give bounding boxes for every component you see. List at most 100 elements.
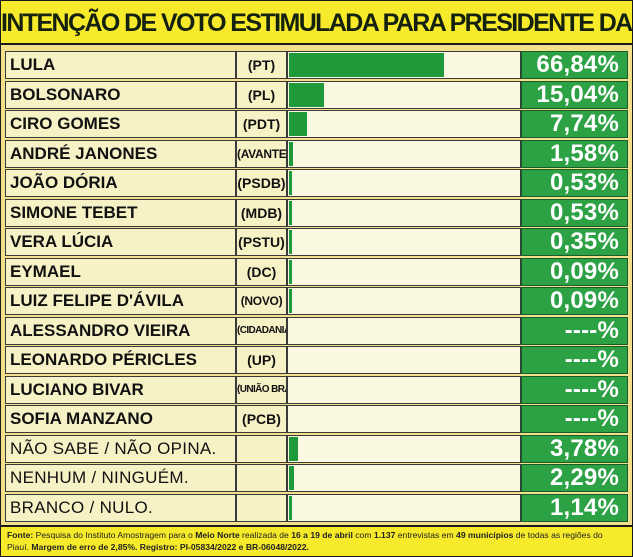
table-row: LEONARDO PÉRICLES (UP) ----%: [5, 346, 628, 374]
candidate-name: NÃO SABE / NÃO OPINA.: [5, 434, 236, 463]
bar-track: [287, 287, 521, 315]
candidate-name: LEONARDO PÉRICLES: [5, 346, 236, 374]
table-row: SIMONE TEBET (MDB) 0,53%: [5, 198, 628, 227]
candidate-name: LULA: [5, 51, 236, 79]
bar-track: [287, 405, 521, 433]
party-label: (DC): [236, 257, 287, 286]
footer-highlight-2: 16 a 19 de abril: [291, 530, 353, 540]
bar-track: [287, 198, 521, 227]
bar: [289, 230, 292, 254]
party-label: (PL): [236, 80, 287, 109]
candidate-name: LUIZ FELIPE D'ÁVILA: [5, 287, 236, 315]
table-row: BRANCO / NULO. 1,14%: [5, 493, 628, 522]
footer-highlight-3: 1.137: [373, 530, 396, 540]
percent-label: ----%: [521, 316, 628, 345]
percent-label: ----%: [521, 375, 628, 404]
party-label: (PT): [236, 51, 287, 79]
bar-track: [287, 434, 521, 463]
table-row: NENHUM / NINGUÉM. 2,29%: [5, 464, 628, 492]
table-row: LULA (PT) 66,84%: [5, 51, 628, 79]
candidate-name: SIMONE TEBET: [5, 198, 236, 227]
table-row: BOLSONARO (PL) 15,04%: [5, 80, 628, 109]
bar-track: [287, 346, 521, 374]
bar-track: [287, 257, 521, 286]
candidate-name: BOLSONARO: [5, 80, 236, 109]
percent-label: 0,53%: [521, 169, 628, 197]
footer-text-1: Pesquisa do Instituto Amostragem para o: [33, 530, 196, 540]
footer-label: Fonte:: [7, 530, 34, 540]
footer-text-4: entrevistas em: [395, 530, 457, 540]
percent-label: 0,09%: [521, 287, 628, 315]
percent-label: 1,58%: [521, 139, 628, 168]
party-label: (NOVO): [236, 287, 287, 315]
bar-track: [287, 316, 521, 345]
party-label: (PSTU): [236, 228, 287, 256]
table-row: SOFIA MANZANO (PCB) ----%: [5, 405, 628, 433]
bar-track: [287, 464, 521, 492]
percent-label: 0,35%: [521, 228, 628, 256]
footer-text-2: realizada de: [239, 530, 292, 540]
party-label: (AVANTE): [236, 139, 287, 168]
bar: [289, 53, 445, 77]
bar-track: [287, 169, 521, 197]
party-label: (PSDB): [236, 169, 287, 197]
party-label: (PCB): [236, 405, 287, 433]
percent-label: 7,74%: [521, 110, 628, 138]
percent-label: ----%: [521, 346, 628, 374]
bar: [289, 259, 292, 284]
footer-text-5: de todas as regiões do Piauí.: [7, 530, 603, 552]
percent-label: 1,14%: [521, 493, 628, 522]
percent-label: ----%: [521, 405, 628, 433]
percent-label: 0,53%: [521, 198, 628, 227]
table-row: NÃO SABE / NÃO OPINA. 3,78%: [5, 434, 628, 463]
footer-highlight-4: 49 municípios: [456, 530, 514, 540]
source-footer: Fonte: Pesquisa do Instituto Amostragem …: [1, 525, 632, 556]
party-label: (MDB): [236, 198, 287, 227]
bar-track: [287, 139, 521, 168]
party-label: [236, 434, 287, 463]
candidate-name: CIRO GOMES: [5, 110, 236, 138]
party-label: (CIDADANIA): [236, 316, 287, 345]
table-row: VERA LÚCIA (PSTU) 0,35%: [5, 228, 628, 256]
title-bar: INTENÇÃO DE VOTO ESTIMULADA PARA PRESIDE…: [1, 1, 632, 45]
candidate-name: SOFIA MANZANO: [5, 405, 236, 433]
candidate-name: ALESSANDRO VIEIRA: [5, 316, 236, 345]
candidate-name: EYMAEL: [5, 257, 236, 286]
party-label: (UNIÃO BRASIL): [236, 375, 287, 404]
bar: [289, 82, 324, 107]
candidate-name: BRANCO / NULO.: [5, 493, 236, 522]
footer-highlight-1: Meio Norte: [195, 530, 240, 540]
percent-label: 66,84%: [521, 51, 628, 79]
percent-label: 2,29%: [521, 464, 628, 492]
bar: [289, 466, 295, 490]
candidate-name: LUCIANO BIVAR: [5, 375, 236, 404]
table-row: ANDRÉ JANONES (AVANTE) 1,58%: [5, 139, 628, 168]
percent-label: 0,09%: [521, 257, 628, 286]
table-row: CIRO GOMES (PDT) 7,74%: [5, 110, 628, 138]
table-row: JOÃO DÓRIA (PSDB) 0,53%: [5, 169, 628, 197]
bar: [289, 141, 293, 166]
table-row: LUIZ FELIPE D'ÁVILA (NOVO) 0,09%: [5, 287, 628, 315]
bar: [289, 289, 292, 313]
bar-track: [287, 493, 521, 522]
bar: [289, 436, 298, 461]
results-table: LULA (PT) 66,84% BOLSONARO (PL) 15,04% CIRO GO…: [5, 51, 628, 523]
chart-title: INTENÇÃO DE VOTO ESTIMULADA PARA PRESIDE…: [1, 9, 632, 37]
bar-track: [287, 110, 521, 138]
candidate-name: NENHUM / NINGUÉM.: [5, 464, 236, 492]
party-label: (UP): [236, 346, 287, 374]
bar-track: [287, 80, 521, 109]
candidate-name: ANDRÉ JANONES: [5, 139, 236, 168]
percent-label: 3,78%: [521, 434, 628, 463]
footer-text-3: com: [352, 530, 374, 540]
bar-track: [287, 51, 521, 79]
bar: [289, 112, 307, 136]
bar-track: [287, 375, 521, 404]
footer-highlight-5: Margem de erro de 2,85%. Registro: PI-05…: [31, 542, 309, 552]
bar: [289, 200, 292, 225]
bar: [289, 495, 292, 520]
party-label: [236, 493, 287, 522]
bar-track: [287, 228, 521, 256]
party-label: [236, 464, 287, 492]
